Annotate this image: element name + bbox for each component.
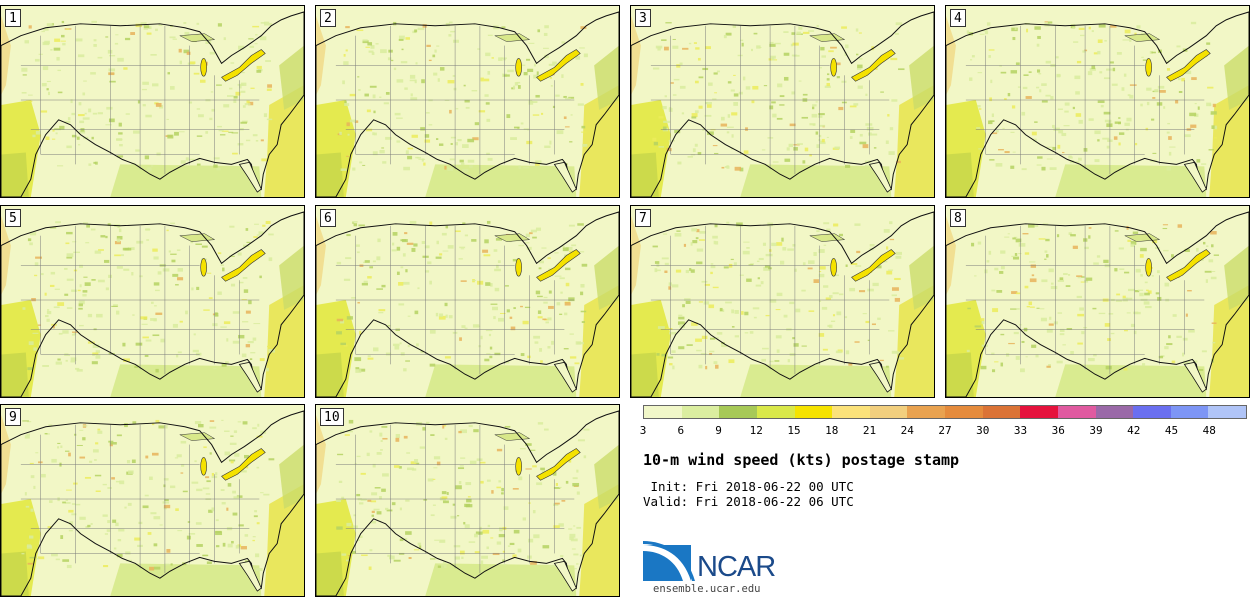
colorbar-swatch — [1020, 406, 1058, 418]
colorbar-tick-label: 30 — [976, 424, 990, 437]
member-label: 1 — [5, 9, 21, 27]
colorbar-tick-label: 42 — [1127, 424, 1141, 437]
member-panel-10: 10 — [315, 404, 620, 597]
init-time: Init: Fri 2018-06-22 00 UTC — [643, 479, 854, 494]
colorbar-swatch — [982, 406, 1021, 418]
plot-title: 10-m wind speed (kts) postage stamp — [643, 451, 960, 469]
wind-map — [631, 206, 934, 397]
member-panel-1: 1 — [0, 5, 305, 198]
wind-map — [1, 6, 304, 197]
colorbar-swatch — [1095, 406, 1134, 418]
member-label: 9 — [5, 408, 21, 426]
colorbar-swatch — [1133, 406, 1171, 418]
member-panel-9: 9 — [0, 404, 305, 597]
wind-map — [631, 6, 934, 197]
colorbar-swatch — [644, 406, 682, 418]
member-label: 10 — [320, 408, 344, 426]
colorbar-swatch — [794, 406, 833, 418]
colorbar-swatch — [681, 406, 720, 418]
colorbar-tick-label: 9 — [715, 424, 722, 437]
colorbar-swatch — [756, 406, 795, 418]
colorbar-tick-label: 12 — [749, 424, 763, 437]
ncar-logo-icon — [643, 541, 695, 581]
wind-map — [316, 6, 619, 197]
colorbar-tick-label: 36 — [1051, 424, 1065, 437]
valid-time: Valid: Fri 2018-06-22 06 UTC — [643, 494, 854, 509]
colorbar-swatch — [1057, 406, 1096, 418]
wind-map — [946, 206, 1249, 397]
member-panel-6: 6 — [315, 205, 620, 398]
colorbar-tick-label: 39 — [1089, 424, 1103, 437]
colorbar-tick-label: 18 — [825, 424, 839, 437]
member-panel-7: 7 — [630, 205, 935, 398]
site-url[interactable]: ensemble.ucar.edu — [653, 583, 761, 595]
member-label: 7 — [635, 209, 651, 227]
colorbar-tick-label: 15 — [787, 424, 801, 437]
member-panel-3: 3 — [630, 5, 935, 198]
member-panel-5: 5 — [0, 205, 305, 398]
colorbar-swatch — [1208, 406, 1246, 418]
colorbar-tick-label: 48 — [1202, 424, 1216, 437]
colorbar-swatch — [869, 406, 908, 418]
wind-map — [946, 6, 1249, 197]
colorbar-swatch — [719, 406, 757, 418]
wind-map — [1, 405, 304, 596]
colorbar-tick-label: 21 — [862, 424, 877, 437]
colorbar-tick-label: 24 — [900, 424, 914, 437]
member-panel-2: 2 — [315, 5, 620, 198]
member-label: 6 — [320, 209, 336, 227]
member-label: 5 — [5, 209, 21, 227]
colorbar-swatch — [832, 406, 870, 418]
wind-map — [1, 206, 304, 397]
colorbar-tick-label: 27 — [938, 424, 952, 437]
wind-map — [316, 405, 619, 596]
member-label: 4 — [950, 9, 966, 27]
colorbar-tick-label: 3 — [639, 424, 647, 437]
member-label: 3 — [635, 9, 651, 27]
colorbar-swatch — [1170, 406, 1209, 418]
colorbar-tick-label: 6 — [677, 424, 685, 437]
member-panel-4: 4 — [945, 5, 1250, 198]
member-label: 2 — [320, 9, 336, 27]
colorbar — [643, 405, 1247, 419]
colorbar-swatch — [945, 406, 983, 418]
colorbar-swatch — [907, 406, 945, 418]
colorbar-tick-label: 45 — [1164, 424, 1179, 437]
colorbar-ticks: 3 6 9 12 15 18 21 24 27 30 33 36 39 42 45 48 — [639, 424, 1247, 438]
wind-map — [316, 206, 619, 397]
member-panel-8: 8 — [945, 205, 1250, 398]
member-label: 8 — [950, 209, 966, 227]
logo-text: NCAR — [697, 551, 776, 583]
colorbar-tick-label: 33 — [1013, 424, 1028, 437]
